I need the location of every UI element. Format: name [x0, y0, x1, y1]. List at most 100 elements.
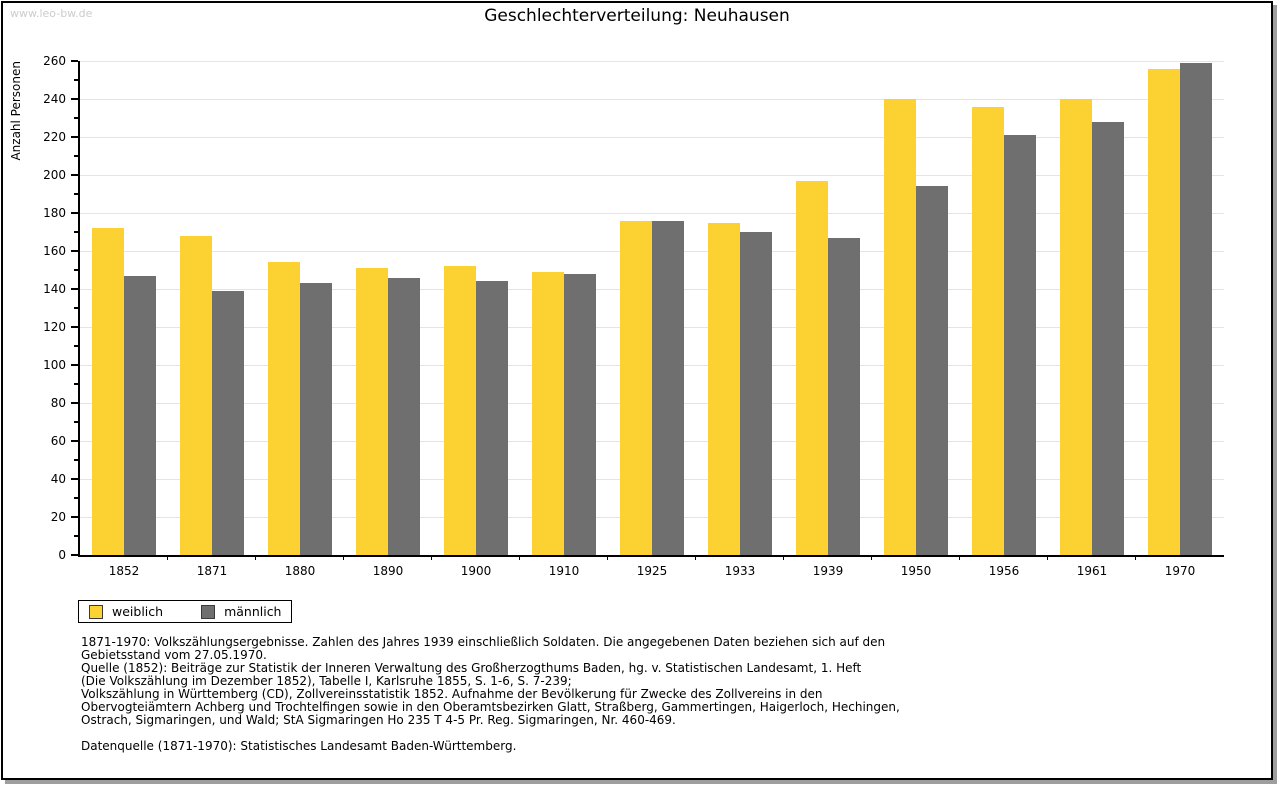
datasource-line: Datenquelle (1871-1970): Statistisches L…: [81, 739, 517, 753]
x-tick-label-1956: 1956: [988, 564, 1020, 578]
bar-männlich-1970: [1180, 62, 1212, 555]
y-tick-0: [71, 554, 78, 556]
legend-item-maennlich: männlich: [201, 604, 281, 619]
y-minortick-250: [74, 79, 78, 81]
bar-weiblich-1852: [92, 228, 124, 555]
x-boundary-tick-11: [1047, 555, 1048, 560]
y-tick-label-140: 140: [43, 282, 66, 296]
bar-männlich-1900: [476, 281, 508, 555]
y-tick-80: [71, 402, 78, 404]
y-tick-label-200: 200: [43, 168, 66, 182]
x-boundary-tick-1: [166, 555, 168, 560]
bar-group-1961: [1048, 61, 1136, 555]
x-boundary-tick-7: [694, 555, 696, 560]
y-tick-200: [71, 174, 78, 176]
bar-weiblich-1970: [1148, 68, 1180, 555]
legend-swatch-weiblich: [89, 604, 103, 619]
x-tick-label-1939: 1939: [812, 564, 844, 578]
legend-label-maennlich: männlich: [224, 604, 282, 619]
legend-item-weiblich: weiblich: [89, 604, 163, 619]
x-boundary-tick-5: [519, 555, 520, 560]
x-boundary-tick-10: [959, 555, 960, 560]
y-tick-label-0: 0: [58, 548, 66, 562]
x-tick-label-1900: 1900: [460, 564, 492, 578]
gridline-200: [80, 175, 1224, 176]
footnote-line: Gebietsstand vom 27.05.1970.: [81, 648, 267, 662]
x-boundary-tick-12: [1135, 555, 1136, 560]
y-tick-label-80: 80: [50, 396, 66, 410]
bar-group-1956: [960, 61, 1048, 555]
bar-group-1910: [520, 61, 608, 555]
bar-männlich-1961: [1092, 121, 1124, 555]
x-tick-label-1871: 1871: [196, 564, 228, 578]
bar-männlich-1933: [740, 232, 772, 555]
y-tick-label-260: 260: [43, 54, 66, 68]
x-tick-label-1925: 1925: [636, 564, 668, 578]
bar-männlich-1871: [212, 290, 244, 555]
plot-area: [78, 61, 1224, 560]
x-boundary-tick-9: [870, 555, 872, 560]
bar-männlich-1939: [828, 237, 860, 555]
footnote-line: 1871-1970: Volkszählungsergebnisse. Zahl…: [81, 635, 886, 649]
y-minortick-130: [74, 307, 78, 309]
bar-weiblich-1933: [708, 222, 740, 555]
y-minortick-70: [74, 421, 78, 423]
y-tick-label-220: 220: [43, 130, 66, 144]
y-tick-240: [71, 98, 78, 100]
gridline-240: [80, 99, 1224, 100]
y-tick-label-100: 100: [43, 358, 66, 372]
bar-group-1852: [80, 61, 168, 555]
bar-männlich-1852: [124, 275, 156, 555]
bar-weiblich-1950: [884, 99, 916, 555]
y-minortick-210: [74, 155, 78, 157]
y-minortick-150: [74, 269, 78, 271]
bar-weiblich-1900: [444, 266, 476, 555]
watermark-leo-bw: www.leo-bw.de: [10, 7, 93, 20]
y-tick-100: [71, 364, 78, 366]
bar-männlich-1925: [652, 220, 684, 555]
bar-group-1939: [784, 61, 872, 555]
y-tick-label-40: 40: [50, 472, 66, 486]
y-tick-160: [71, 250, 78, 252]
bar-männlich-1910: [564, 273, 596, 555]
x-tick-label-1890: 1890: [372, 564, 404, 578]
y-tick-120: [71, 326, 78, 328]
chart-frame: www.leo-bw.de Geschlechterverteilung: Ne…: [1, 1, 1273, 780]
y-tick-label-240: 240: [43, 92, 66, 106]
bar-group-1933: [696, 61, 784, 555]
x-tick-label-1970: 1970: [1164, 564, 1196, 578]
bar-group-1970: [1136, 61, 1224, 555]
footnote-line: Obervogteiämtern Achberg und Trochtelfin…: [81, 700, 900, 714]
bar-männlich-1880: [300, 283, 332, 555]
x-tick-label-1950: 1950: [900, 564, 932, 578]
x-boundary-tick-2: [254, 555, 256, 560]
bar-männlich-1956: [1004, 135, 1036, 555]
y-axis: 0 20 40 60 80 100 120 140 160 180 200 220 240 260: [3, 54, 78, 562]
y-tick-label-160: 160: [43, 244, 66, 258]
footnote-line: Quelle (1852): Beiträge zur Statistik de…: [81, 661, 862, 675]
bar-männlich-1890: [388, 277, 420, 555]
footnote-line: Volkszählung in Württemberg (CD), Zollve…: [81, 687, 823, 701]
x-tick-label-1933: 1933: [724, 564, 756, 578]
legend-swatch-maennlich: [201, 604, 216, 619]
footnotes: 1871-1970: Volkszählungsergebnisse. Zahl…: [81, 636, 900, 753]
bar-group-1880: [256, 61, 344, 555]
footnote-line: (Die Volkszählung im Dezember 1852), Tab…: [81, 674, 572, 688]
y-minortick-190: [74, 193, 78, 195]
footnote-line: Ostrach, Sigmaringen, und Wald; StA Sigm…: [81, 713, 676, 727]
bar-weiblich-1925: [620, 220, 652, 555]
y-minortick-30: [74, 497, 78, 499]
bar-weiblich-1910: [532, 271, 564, 555]
bar-group-1950: [872, 61, 960, 555]
y-tick-220: [71, 136, 78, 138]
y-minortick-230: [74, 117, 78, 119]
gridline-180: [80, 213, 1224, 214]
gridline-220: [80, 137, 1224, 138]
bar-weiblich-1956: [972, 106, 1004, 555]
x-tick-label-1880: 1880: [284, 564, 316, 578]
bars-row: [80, 61, 1224, 555]
x-tick-label-1852: 1852: [108, 564, 140, 578]
bar-group-1871: [168, 61, 256, 555]
y-minortick-110: [74, 345, 78, 347]
